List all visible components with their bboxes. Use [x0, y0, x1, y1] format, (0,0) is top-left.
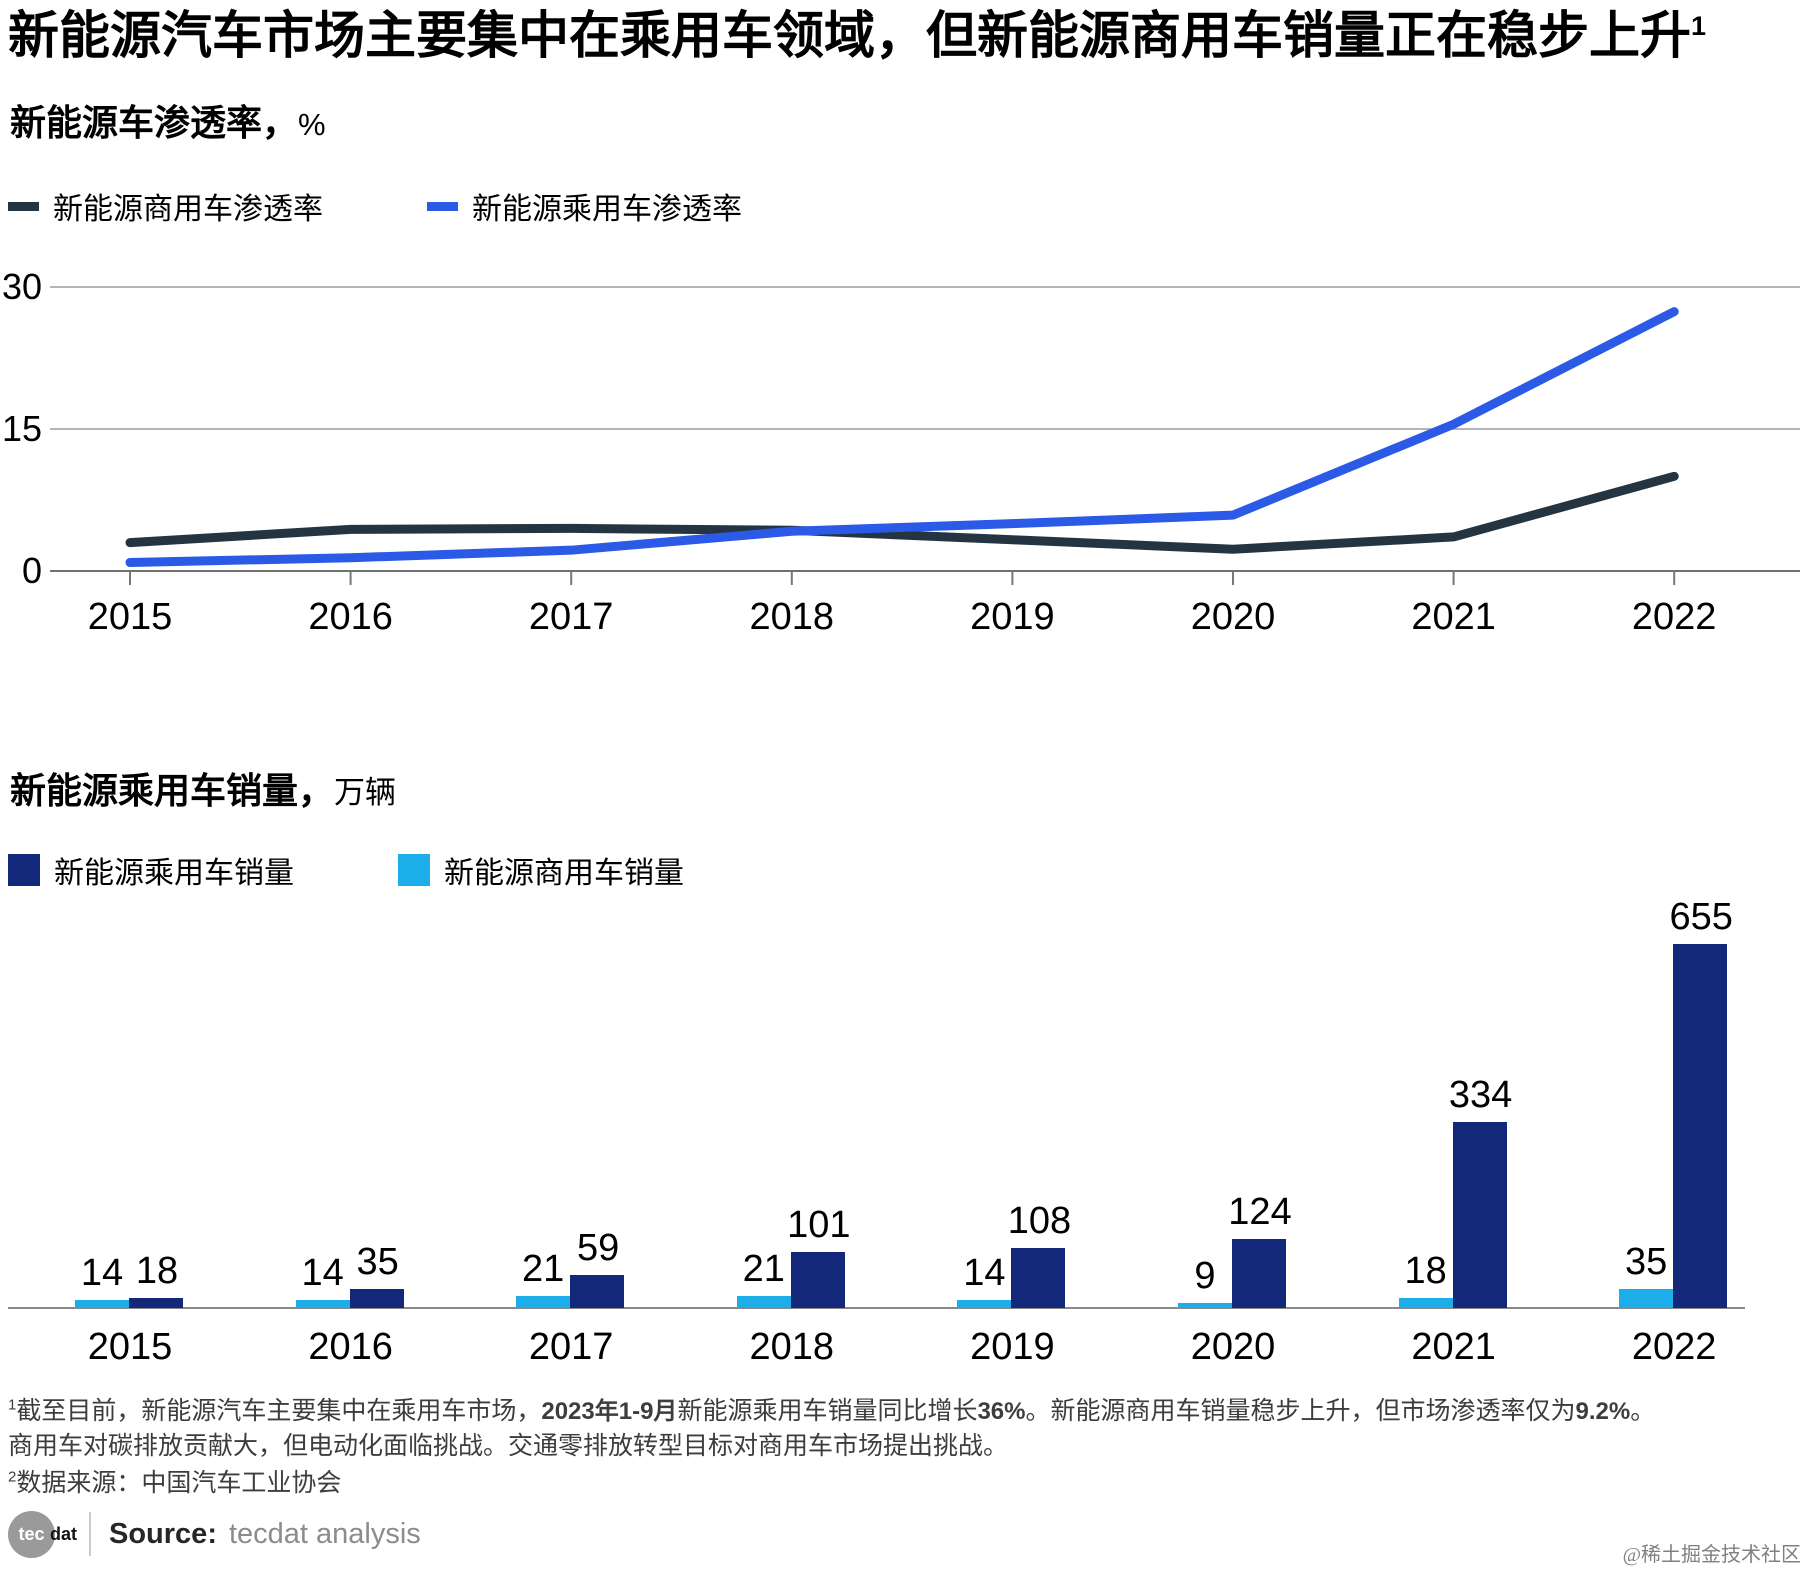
bar-commercial [957, 1300, 1012, 1308]
bar-commercial [75, 1300, 129, 1308]
bar-value-label: 334 [1448, 1074, 1513, 1117]
sales-chart-heading: 新能源乘用车销量，万辆 [10, 762, 396, 814]
bar-commercial [1398, 1297, 1453, 1308]
footnote-text: 商用车对碳排放贡献大，但电动化面临挑战。交通零排放转型目标对商用车市场提出挑战。 [8, 1433, 1009, 1460]
bar-passenger [129, 1297, 183, 1308]
penetration-heading-text: 新能源车渗透率， [10, 103, 299, 143]
bar-value-label: 655 [1669, 895, 1733, 938]
x-axis-label: 2015 [87, 1326, 173, 1368]
footnote-marker: 2 [8, 1468, 17, 1486]
footnote-text: 2023年1-9月 [541, 1398, 678, 1425]
bar-value-label: 101 [787, 1203, 851, 1246]
bar-commercial [1619, 1288, 1674, 1308]
bar-commercial [295, 1300, 350, 1308]
bar-chart-axis [8, 1307, 1745, 1309]
penetration-line-chart [50, 286, 1800, 585]
bar-value-label: 14 [963, 1252, 1006, 1295]
bar-passenger [349, 1288, 404, 1308]
square-marker-icon [398, 854, 430, 886]
bar-value-label: 108 [1007, 1199, 1072, 1242]
source-label: Source: [109, 1517, 217, 1550]
source-row: tec dat Source: tecdat analysis [8, 1508, 421, 1560]
y-axis-label: 15 [1, 407, 42, 449]
bar-value-label: 14 [80, 1252, 124, 1295]
page-title-text: 新能源汽车市场主要集中在乘用车领域，但新能源商用车销量正在稳步上升 [8, 9, 1692, 65]
sales-heading-unit: 万辆 [334, 775, 397, 810]
tecdat-logo-text: dat [50, 1523, 77, 1544]
penetration-chart-heading: 新能源车渗透率，% [10, 94, 326, 146]
x-axis-label: 2021 [1411, 596, 1496, 638]
penetration-legend: 新能源商用车渗透率 新能源乘用车渗透率 [8, 184, 846, 228]
x-axis-label: 2020 [1190, 1326, 1276, 1368]
footnote-text: 截至目前，新能源汽车主要集中在乘用车市场， [16, 1398, 542, 1425]
x-axis-label: 2018 [749, 1326, 835, 1368]
legend-item-commercial-sales: 新能源商用车销量 [398, 848, 684, 892]
sales-legend: 新能源乘用车销量 新能源商用车销量 [8, 848, 788, 892]
watermark: @稀土掘金技术社区 [1622, 1544, 1801, 1566]
footnote-marker: 1 [8, 1396, 17, 1414]
line-series [125, 307, 1679, 567]
x-axis-label: 2018 [749, 596, 835, 638]
legend-label: 新能源商用车销量 [444, 857, 684, 890]
footnote-1: 1截至目前，新能源汽车主要集中在乘用车市场，2023年1-9月新能源乘用车销量同… [8, 1394, 1800, 1464]
bar-value-label: 14 [301, 1252, 344, 1295]
legend-item-passenger-sales: 新能源乘用车销量 [8, 848, 294, 892]
bar-passenger [1452, 1122, 1507, 1308]
bar-passenger [1673, 943, 1728, 1308]
footnote-text: 数据来源：中国汽车工业协会 [16, 1470, 342, 1497]
page-title: 新能源汽车市场主要集中在乘用车领域，但新能源商用车销量正在稳步上升1 [8, 8, 1706, 67]
line-series [125, 471, 1679, 554]
x-axis-label: 2015 [87, 596, 173, 638]
footnote-text: 36% [977, 1398, 1026, 1425]
bar-value-label: 18 [1404, 1249, 1447, 1292]
x-axis-label: 2022 [1631, 596, 1717, 638]
sales-heading-text: 新能源乘用车销量， [10, 771, 335, 811]
x-axis-label: 2017 [528, 596, 614, 638]
x-axis-label: 2021 [1411, 1326, 1496, 1368]
title-footnote-marker: 1 [1691, 11, 1707, 41]
bar-passenger [570, 1275, 625, 1308]
x-axis-label: 2017 [528, 1326, 614, 1368]
bar-passenger [790, 1251, 845, 1308]
bar-commercial [516, 1296, 571, 1308]
x-axis-label: 2019 [970, 1326, 1055, 1368]
bar-passenger [1011, 1247, 1066, 1308]
footnote-text: 。 [1630, 1398, 1656, 1425]
footnote-text: 。新能源商用车销量稳步上升，但市场渗透率仅为 [1025, 1398, 1576, 1425]
line-marker-icon [8, 201, 39, 211]
bar-value-label: 35 [1625, 1240, 1668, 1283]
bar-value-label: 35 [356, 1240, 399, 1283]
legend-item-passenger-penetration: 新能源乘用车渗透率 [427, 184, 742, 228]
penetration-heading-unit: % [298, 107, 326, 142]
bar-value-label: 21 [522, 1248, 565, 1291]
legend-label: 新能源乘用车渗透率 [472, 193, 742, 226]
bar-value-label: 21 [742, 1248, 785, 1291]
footnote-text: 9.2% [1575, 1398, 1631, 1425]
x-axis-label: 2019 [970, 596, 1055, 638]
bar-commercial [1178, 1302, 1232, 1308]
legend-label: 新能源商用车渗透率 [53, 193, 323, 226]
y-axis-label: 0 [21, 550, 42, 591]
bar-value-label: 18 [135, 1249, 179, 1292]
legend-item-commercial-penetration: 新能源商用车渗透率 [8, 184, 323, 228]
bar-value-label: 124 [1228, 1191, 1292, 1234]
footnote-text: 新能源乘用车销量同比增长 [677, 1398, 978, 1425]
bar-value-label: 9 [1194, 1254, 1216, 1297]
bar-value-label: 59 [577, 1227, 620, 1270]
x-axis-label: 2016 [308, 1326, 393, 1368]
x-axis-label: 2020 [1190, 596, 1276, 638]
x-axis-label: 2022 [1631, 1326, 1717, 1368]
bar-commercial [736, 1296, 791, 1308]
x-axis-label: 2016 [308, 596, 393, 638]
bar-passenger [1232, 1239, 1286, 1308]
y-axis-label: 30 [1, 265, 42, 307]
legend-label: 新能源乘用车销量 [54, 857, 294, 890]
footnote-2: 2数据来源：中国汽车工业协会 [8, 1466, 1800, 1501]
square-marker-icon [8, 854, 40, 886]
tecdat-logo-icon: tec [8, 1510, 55, 1558]
divider [89, 1512, 91, 1556]
source-value: tecdat analysis [228, 1517, 421, 1550]
line-marker-icon [427, 201, 458, 211]
